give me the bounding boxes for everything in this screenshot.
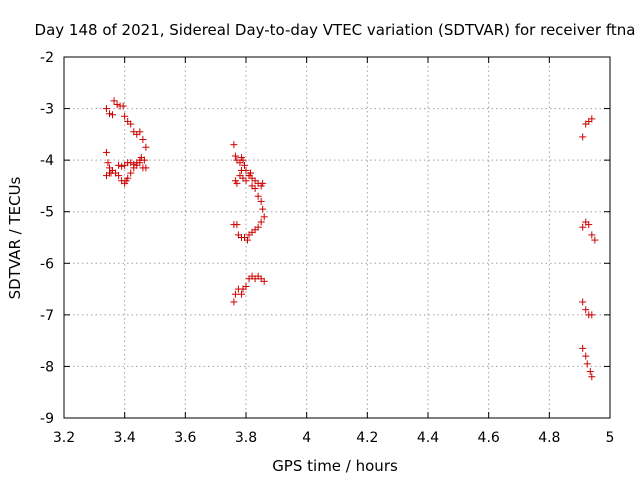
data-point	[583, 360, 591, 368]
data-point	[242, 177, 250, 185]
data-point	[585, 221, 593, 229]
data-point	[230, 141, 238, 149]
data-point	[579, 298, 587, 306]
y-axis-label: SDTVAR / TECUs	[6, 176, 24, 299]
x-tick-label: 4.6	[478, 430, 500, 446]
data-point	[582, 306, 590, 314]
x-tick-label: 3.6	[174, 430, 196, 446]
data-point	[588, 311, 596, 319]
data-point	[260, 213, 268, 221]
data-point	[109, 111, 117, 119]
data-point	[142, 164, 150, 172]
data-point	[233, 221, 241, 229]
data-point	[247, 169, 255, 177]
data-point	[257, 218, 265, 226]
data-point	[136, 128, 144, 136]
data-point	[237, 290, 245, 298]
x-tick-label: 4.8	[538, 430, 560, 446]
data-point	[579, 344, 587, 352]
y-tick-label: -6	[40, 256, 54, 272]
data-point	[119, 102, 127, 110]
data-point	[586, 368, 594, 376]
y-tick-label: -7	[40, 308, 54, 324]
x-tick-label: 4.4	[417, 430, 439, 446]
data-point	[239, 156, 247, 164]
x-axis-label: GPS time / hours	[272, 457, 398, 475]
data-point	[254, 192, 262, 200]
data-point	[579, 133, 587, 141]
data-point	[240, 161, 248, 169]
x-tick-label: 5	[606, 430, 615, 446]
data-point	[118, 162, 126, 170]
x-tick-label: 3.4	[114, 430, 136, 446]
data-point	[127, 169, 135, 177]
data-point	[233, 179, 241, 187]
data-point	[591, 236, 599, 244]
data-point	[231, 152, 239, 160]
y-tick-label: -9	[40, 411, 54, 427]
plot-frame	[63, 56, 611, 419]
data-point	[254, 223, 262, 231]
x-tick-label: 4	[302, 430, 311, 446]
x-axis: 3.2 3.4 3.6 3.8 4 4.2 4.4 4.6 4.8 5	[53, 57, 615, 446]
data-point	[579, 223, 587, 231]
data-point	[260, 277, 268, 285]
y-tick-label: -8	[40, 359, 54, 375]
data-point	[102, 105, 110, 113]
y-tick-label: -2	[40, 50, 54, 66]
data-point	[130, 160, 138, 168]
data-point	[244, 236, 252, 244]
data-point	[115, 172, 123, 180]
data-point	[588, 231, 596, 239]
chart-title: Day 148 of 2021, Sidereal Day-to-day VTE…	[35, 21, 636, 39]
data-point	[231, 290, 239, 298]
data-point	[582, 352, 590, 360]
data-point	[237, 166, 245, 174]
data-point	[102, 148, 110, 156]
data-point	[113, 100, 121, 108]
data-point	[142, 143, 150, 151]
data-series	[102, 97, 599, 381]
data-point	[139, 136, 147, 144]
data-point	[127, 120, 135, 128]
data-point	[259, 205, 267, 213]
data-point	[121, 112, 129, 120]
data-point	[257, 197, 265, 205]
data-point	[230, 298, 238, 306]
data-point	[110, 97, 118, 105]
y-tick-label: -5	[40, 205, 54, 221]
y-tick-label: -4	[40, 153, 54, 169]
grid-lines	[64, 57, 610, 418]
x-tick-label: 3.2	[53, 430, 75, 446]
data-point	[124, 174, 132, 182]
data-point	[588, 115, 596, 123]
data-point	[251, 185, 259, 193]
data-point	[242, 282, 250, 290]
data-point	[106, 169, 113, 177]
data-point	[104, 159, 112, 167]
data-point	[127, 159, 135, 167]
data-point	[140, 156, 148, 164]
data-point	[588, 373, 596, 381]
x-tick-label: 4.2	[356, 430, 378, 446]
data-point	[106, 110, 113, 118]
data-point	[115, 161, 123, 169]
y-axis: -2 -3 -4 -5 -6 -7 -8 -9	[40, 50, 610, 427]
data-point	[259, 179, 267, 187]
y-tick-label: -3	[40, 102, 54, 118]
x-tick-label: 3.8	[235, 430, 257, 446]
